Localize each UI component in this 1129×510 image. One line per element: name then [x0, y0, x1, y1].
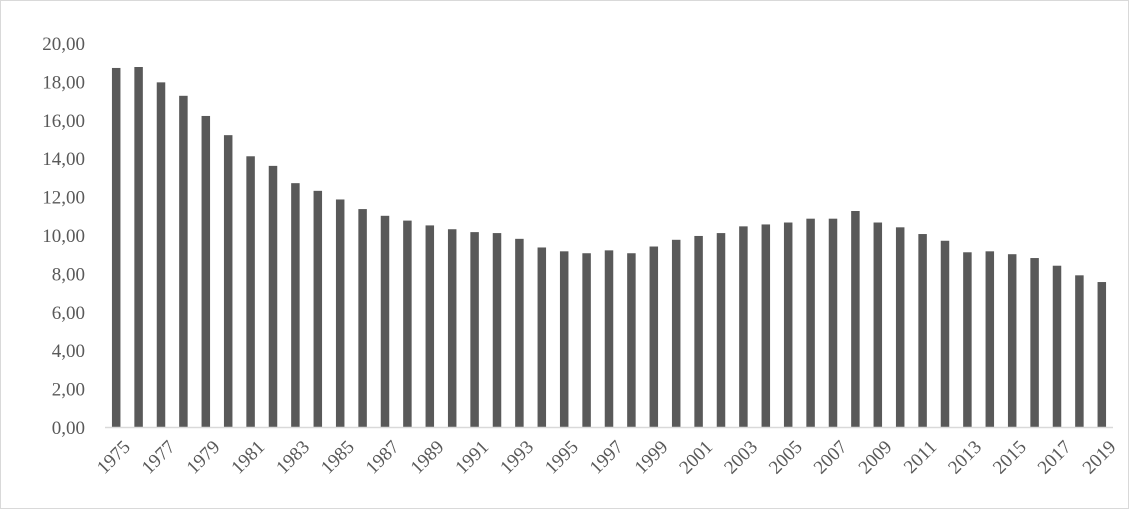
x-tick-label: 2003	[720, 437, 762, 479]
bar-1982	[268, 165, 278, 427]
bar-1980	[223, 135, 233, 427]
bar-1999	[649, 246, 659, 427]
y-axis-ticks: 0,00 2,00 4,00 6,00 8,00 10,00 12,00 14,00 16,00…	[42, 34, 85, 439]
bar-2018	[1075, 275, 1084, 427]
x-tick-label: 2013	[944, 437, 986, 479]
bar-1993	[515, 238, 524, 427]
bar-1995	[559, 251, 569, 427]
bar-1997	[604, 250, 614, 427]
y-tick-label: 14,00	[42, 149, 85, 170]
x-tick-label: 1995	[541, 437, 583, 479]
x-tick-label: 2009	[855, 437, 897, 479]
bar-1989	[425, 225, 435, 427]
bar-1988	[403, 220, 412, 427]
x-tick-label: 1981	[227, 437, 269, 479]
bar-1983	[291, 183, 300, 427]
bar-2011	[918, 234, 927, 427]
x-tick-label: 2017	[1034, 437, 1076, 479]
bar-2001	[694, 235, 703, 427]
bar-1996	[582, 253, 591, 427]
x-tick-label: 1999	[631, 437, 673, 479]
x-tick-label: 1991	[451, 437, 493, 479]
x-tick-label: 1977	[138, 437, 180, 479]
bar-2008	[851, 211, 860, 427]
bar-2003	[739, 226, 748, 427]
x-tick-label: 1979	[183, 437, 225, 479]
x-tick-label: 2005	[765, 437, 807, 479]
x-tick-label: 2019	[1079, 437, 1121, 479]
x-tick-label: 1983	[272, 437, 314, 479]
bar-1991	[470, 232, 479, 427]
bar-1979	[201, 115, 211, 428]
y-tick-label: 6,00	[52, 303, 85, 324]
bar-2005	[783, 222, 793, 427]
x-tick-label: 2011	[900, 437, 941, 478]
bar-1986	[358, 209, 367, 427]
bar-1985	[335, 199, 345, 427]
x-tick-label: 1987	[362, 437, 404, 479]
y-tick-label: 8,00	[52, 264, 85, 285]
bar-1976	[134, 67, 143, 427]
bar-1987	[380, 215, 390, 427]
bar-1977	[156, 82, 166, 428]
y-tick-label: 0,00	[52, 418, 85, 439]
bar-1994	[537, 247, 547, 427]
bar-2015	[1007, 254, 1017, 427]
bar-2019	[1097, 282, 1107, 427]
bar-2006	[806, 218, 815, 427]
bar-series	[111, 67, 1107, 428]
y-tick-label: 18,00	[42, 72, 85, 93]
x-tick-label: 2015	[989, 437, 1031, 479]
bar-1984	[313, 190, 323, 427]
bar-2017	[1052, 265, 1062, 427]
bar-1992	[492, 233, 502, 427]
x-tick-label: 2007	[810, 437, 852, 479]
bar-1978	[179, 95, 188, 428]
bar-2009	[873, 222, 883, 427]
x-tick-label: 2001	[675, 437, 717, 479]
bar-2010	[895, 227, 905, 427]
x-tick-label: 1989	[407, 437, 449, 479]
bar-2013	[963, 252, 972, 427]
bar-2007	[828, 218, 838, 427]
bar-2002	[716, 233, 726, 427]
bar-1981	[246, 156, 255, 427]
y-tick-label: 20,00	[42, 34, 85, 55]
bar-2014	[985, 251, 995, 427]
bar-2004	[761, 224, 771, 427]
bar-2016	[1030, 258, 1039, 427]
bar-1998	[627, 253, 636, 427]
x-tick-label: 1997	[586, 437, 628, 479]
bar-1990	[447, 229, 457, 427]
x-tick-label: 1975	[93, 437, 135, 479]
x-tick-label: 1993	[496, 437, 538, 479]
bar-1975	[111, 67, 121, 428]
y-tick-label: 4,00	[52, 341, 85, 362]
x-tick-label: 1985	[317, 437, 359, 479]
y-tick-label: 2,00	[52, 380, 85, 401]
x-axis-ticks: 1975 1977 1979 1981 1983 1985 1987 1989 1991 1993…	[93, 437, 1120, 479]
y-tick-label: 12,00	[42, 188, 85, 209]
y-tick-label: 16,00	[42, 111, 85, 132]
bar-2000	[671, 239, 681, 427]
bar-2012	[940, 240, 950, 427]
y-tick-label: 10,00	[42, 226, 85, 247]
